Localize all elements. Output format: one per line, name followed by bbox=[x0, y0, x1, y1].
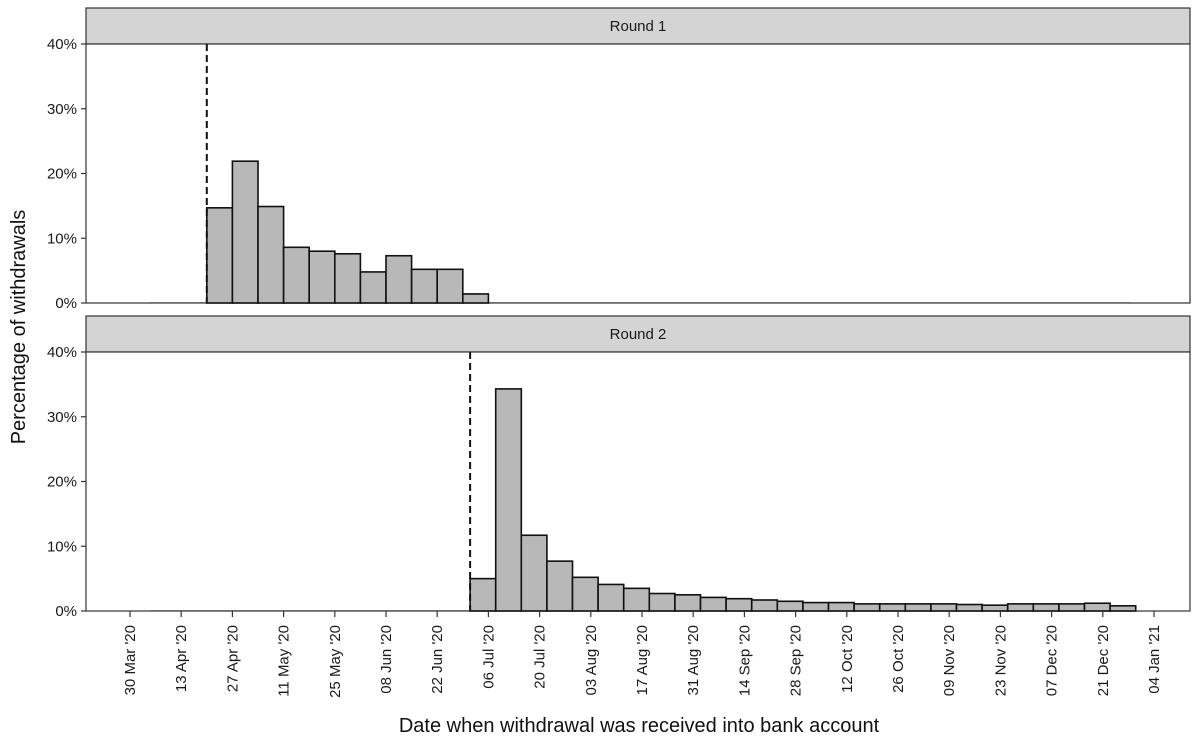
x-tick-label: 08 Jun '20 bbox=[378, 625, 395, 694]
bar bbox=[955, 603, 983, 612]
bar bbox=[1109, 605, 1137, 612]
bar bbox=[308, 250, 336, 304]
bar bbox=[520, 534, 548, 612]
bar bbox=[930, 603, 958, 612]
panel-2: Round 2 0% 10% 20% 30% 40% bbox=[47, 315, 1191, 620]
x-tick-label: 27 Apr '20 bbox=[224, 625, 241, 692]
bar bbox=[385, 254, 413, 304]
bar bbox=[469, 577, 497, 612]
x-tick-label: 17 Aug '20 bbox=[634, 625, 651, 695]
bar bbox=[878, 603, 907, 612]
x-axis-title: Date when withdrawal was received into b… bbox=[399, 715, 880, 737]
x-tick-label: 09 Nov '20 bbox=[941, 625, 958, 696]
x-tick-label: 30 Mar '20 bbox=[122, 625, 139, 695]
x-tick-label: 25 May '20 bbox=[327, 625, 344, 698]
bar bbox=[622, 587, 651, 612]
x-tick-label: 23 Nov '20 bbox=[992, 625, 1009, 696]
bar bbox=[206, 207, 234, 304]
y-tick-label: 30% bbox=[47, 101, 77, 118]
bar bbox=[1083, 602, 1111, 612]
bar bbox=[648, 592, 676, 612]
bar bbox=[597, 583, 625, 612]
bar bbox=[802, 601, 830, 612]
x-tick-label: 06 Jul '20 bbox=[480, 625, 497, 689]
bar bbox=[674, 594, 702, 612]
panel-frame bbox=[85, 351, 1191, 612]
y-tick-label: 20% bbox=[47, 166, 77, 183]
x-tick-label: 31 Aug '20 bbox=[685, 625, 702, 695]
bar bbox=[461, 293, 490, 304]
panel-1: Round 1 0% 10% 20% 30% 40% bbox=[47, 7, 1191, 312]
x-tick-label: 22 Jun '20 bbox=[429, 625, 446, 694]
y-tick-label: 10% bbox=[47, 538, 77, 555]
y-tick-label: 40% bbox=[47, 36, 77, 53]
bar bbox=[359, 271, 387, 304]
bar bbox=[827, 601, 855, 612]
x-tick-label: 04 Jan '21 bbox=[1146, 625, 1163, 694]
bar bbox=[571, 576, 599, 612]
bar bbox=[1058, 603, 1086, 612]
y-tick-label: 20% bbox=[47, 474, 77, 491]
facet-strip bbox=[85, 7, 1191, 45]
x-axis: 30 Mar '20 13 Apr '20 27 Apr '20 11 May '20… bbox=[122, 611, 1163, 698]
facet-strip bbox=[85, 315, 1191, 353]
y-tick-label: 30% bbox=[47, 409, 77, 426]
x-tick-label: 26 Oct '20 bbox=[890, 625, 907, 693]
bar bbox=[699, 596, 727, 612]
bar bbox=[904, 603, 932, 612]
y-tick-label: 40% bbox=[47, 344, 77, 361]
x-tick-label: 21 Dec '20 bbox=[1095, 625, 1112, 696]
bar bbox=[494, 388, 523, 612]
x-tick-label: 03 Aug '20 bbox=[583, 625, 600, 695]
x-tick-label: 11 May '20 bbox=[276, 625, 293, 697]
facet-strip-label: Round 2 bbox=[610, 326, 667, 343]
bar bbox=[725, 597, 753, 612]
x-tick-label: 14 Sep '20 bbox=[736, 625, 753, 696]
y-tick-label: 10% bbox=[47, 230, 77, 247]
x-tick-label: 07 Dec '20 bbox=[1044, 625, 1061, 696]
y-axis-title: Percentage of withdrawals bbox=[8, 210, 30, 445]
x-tick-label: 20 Jul '20 bbox=[532, 625, 549, 689]
bar bbox=[546, 560, 574, 612]
x-tick-label: 13 Apr '20 bbox=[173, 625, 190, 692]
bar bbox=[1032, 603, 1060, 612]
bar bbox=[257, 205, 285, 304]
bar bbox=[410, 268, 439, 304]
bar bbox=[853, 603, 881, 612]
bar bbox=[436, 268, 464, 304]
bar bbox=[981, 604, 1009, 612]
bar bbox=[750, 599, 779, 612]
bar bbox=[1006, 603, 1035, 612]
y-tick-label: 0% bbox=[55, 295, 77, 312]
bar bbox=[333, 252, 362, 304]
bar bbox=[776, 600, 804, 612]
bar bbox=[282, 246, 311, 304]
bar bbox=[231, 160, 259, 304]
x-tick-label: 12 Oct '20 bbox=[839, 625, 856, 693]
facet-strip-label: Round 1 bbox=[610, 18, 667, 35]
x-tick-label: 28 Sep '20 bbox=[788, 625, 805, 696]
y-tick-label: 0% bbox=[55, 603, 77, 620]
